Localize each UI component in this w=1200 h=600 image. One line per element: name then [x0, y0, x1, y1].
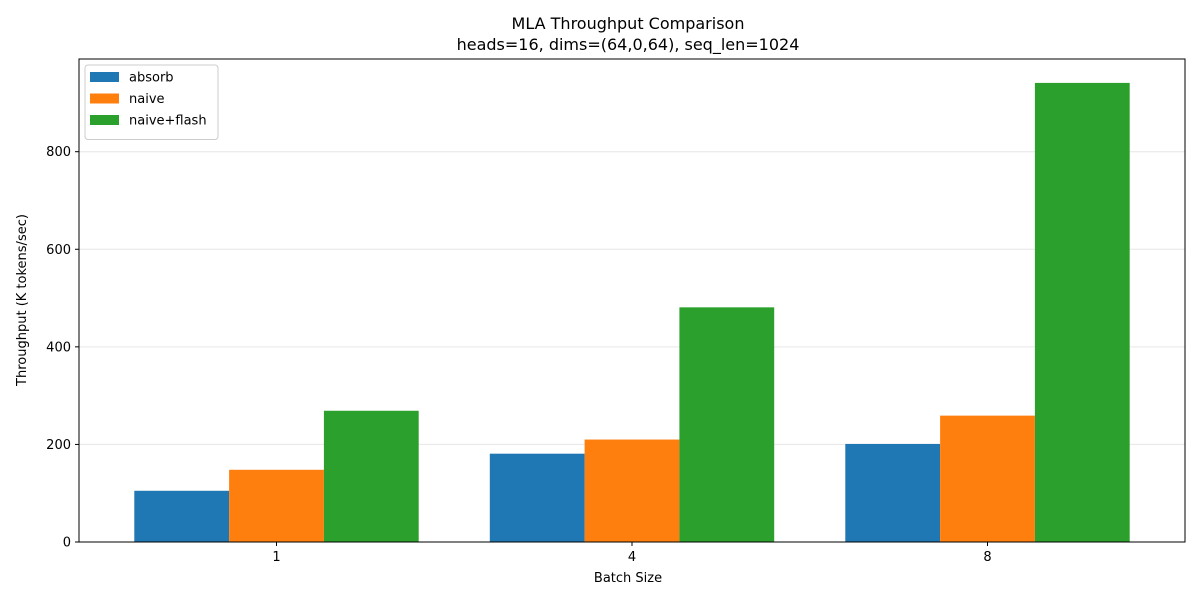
x-tick-label: 4 [628, 550, 636, 565]
bar-absorb-4 [489, 453, 585, 542]
legend: absorb naive naive+flash [84, 64, 219, 140]
bar-naive-flash-4 [679, 307, 775, 542]
bar-naive-1 [229, 469, 324, 542]
bar-naive-8 [940, 415, 1035, 542]
bar-absorb-8 [845, 443, 941, 542]
legend-label: absorb [129, 71, 174, 86]
bars-group [134, 82, 1130, 542]
x-tick-label: 8 [983, 550, 991, 565]
x-axis-ticks: 1 4 8 [272, 542, 992, 565]
legend-label: naive+flash [129, 114, 207, 129]
bar-naive-flash-8 [1034, 82, 1130, 542]
y-tick-label: 600 [46, 243, 71, 258]
legend-swatch [90, 93, 119, 104]
bar-naive-flash-1 [323, 410, 419, 542]
x-axis-label: Batch Size [594, 571, 662, 586]
y-tick-label: 800 [46, 145, 71, 160]
y-tick-label: 0 [63, 536, 71, 551]
legend-swatch [90, 115, 119, 125]
bar-naive-4 [584, 439, 680, 542]
y-tick-label: 400 [46, 340, 71, 355]
y-tick-label: 200 [46, 438, 71, 453]
y-axis-label: Throughput (K tokens/sec) [15, 214, 30, 387]
chart-title: MLA Throughput Comparison [512, 14, 745, 33]
y-axis-ticks: 0 200 400 600 800 [46, 145, 79, 551]
chart-subtitle: heads=16, dims=(64,0,64), seq_len=1024 [457, 35, 800, 55]
legend-swatch [90, 72, 119, 82]
x-tick-label: 1 [272, 550, 280, 565]
legend-label: naive [129, 92, 165, 107]
bar-absorb-1 [134, 490, 230, 542]
